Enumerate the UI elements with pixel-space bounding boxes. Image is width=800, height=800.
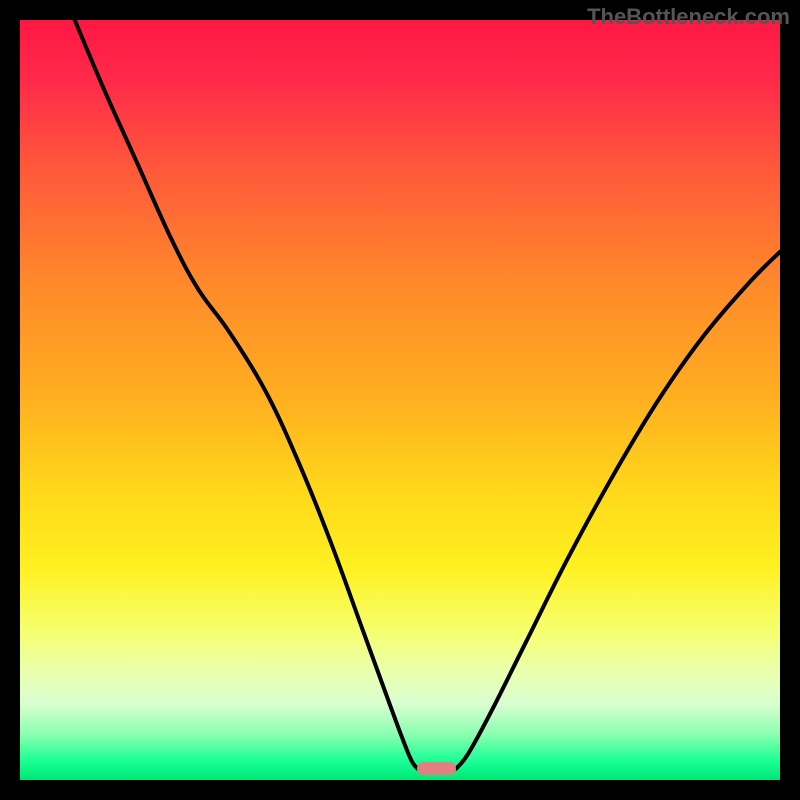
bottleneck-chart: TheBottleneck.com (0, 0, 800, 800)
plot-area (20, 20, 780, 780)
bottleneck-curve (20, 20, 780, 780)
attribution-label: TheBottleneck.com (587, 4, 790, 30)
optimal-marker (417, 762, 457, 775)
